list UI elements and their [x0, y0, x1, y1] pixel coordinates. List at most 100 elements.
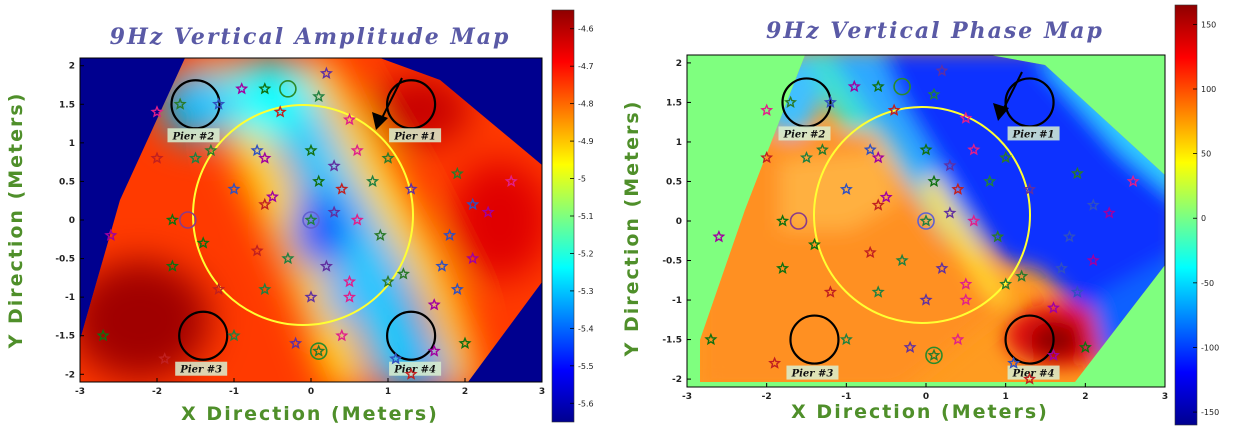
sensor-star-icon [165, 259, 179, 272]
sensor-star-icon [768, 356, 782, 369]
sensor-star-icon [1070, 285, 1084, 298]
phase-arrow [993, 71, 1023, 121]
sensor-star-icon [258, 282, 272, 295]
sensor-star-icon [959, 293, 973, 306]
sensor-star-icon [799, 150, 814, 164]
colorbar-tick-label: 0 [1201, 214, 1206, 223]
y-tick-label: -2 [672, 375, 682, 385]
sensor-star-icon [227, 328, 241, 342]
pier-label: Pier #1 [1012, 129, 1055, 140]
sensor-star-icon [212, 282, 226, 295]
pier-marker: Pier #1 [386, 79, 442, 143]
sensor-star-icon [919, 293, 933, 306]
sensor-star-icon [258, 82, 272, 95]
sensor-star-icon [235, 82, 249, 95]
sensor-star-icon [373, 228, 387, 241]
colorbar-tick-label: -4.9 [578, 137, 594, 146]
sensor-star-icon [839, 332, 853, 346]
sensor-star-icon [404, 182, 418, 195]
sensor-star-icon [816, 143, 829, 156]
colorbar-tick-label: -100 [1201, 343, 1219, 352]
pier-label: Pier #4 [1012, 369, 1055, 380]
sensor-star-icon [823, 95, 837, 108]
amplitude-colorbar-ticks: -4.6 -4.7 -4.8 -4.9 -5 -5.1 -5.2 -5.3 -5.4 -5.5 -5… [570, 25, 594, 408]
sensor-star-icon [879, 190, 893, 203]
sensor-ring [302, 211, 320, 229]
sensor-star-icon [165, 213, 179, 226]
sensor-star-icon [871, 79, 885, 93]
colorbar-tick-label: -150 [1201, 408, 1219, 417]
sensor-star-icon [1023, 182, 1037, 195]
x-tick-label: 1 [1003, 392, 1009, 402]
sensor-star-icon [903, 340, 917, 353]
sensor-star-icon [188, 151, 203, 164]
sensor-star-icon [823, 285, 837, 298]
sensor-star-icon [258, 151, 272, 164]
sensor-star-icon [342, 112, 357, 126]
pier-label: Pier #1 [393, 131, 436, 142]
y-tick-label: -0.5 [662, 257, 682, 267]
sensor-star-icon [381, 274, 395, 288]
x-tick-label: -2 [762, 392, 772, 402]
sensor-star-icon [919, 214, 933, 227]
sensor-star-icon [366, 174, 380, 187]
pier-marker: Pier #4 [386, 310, 442, 376]
sensor-star-icon [927, 348, 941, 361]
amplitude-title: 9Hz Vertical Amplitude Map [110, 24, 511, 50]
phase-title: 9Hz Vertical Phase Map [766, 18, 1104, 44]
amplitude-ticks: -3 -2 -1 0 1 2 3-2-1.5-1-0.500.511.52 [55, 62, 545, 397]
sensor-ring [279, 80, 297, 98]
sensor-star-icon [1070, 166, 1084, 180]
sensor-star-icon [943, 158, 957, 172]
pier-marker: Pier #1 [1004, 77, 1060, 141]
amplitude-y-axis-title: Y Direction (Meters) [5, 92, 27, 350]
phase-x-axis-title: X Direction (Meters) [791, 401, 1049, 423]
sensor-star-icon [1054, 261, 1068, 274]
sensor-star-icon [1015, 269, 1029, 282]
pier-label: Pier #3 [791, 369, 834, 380]
pier-label: Pier #3 [179, 365, 222, 376]
sensor-star-icon [959, 111, 973, 124]
x-tick-label: 1 [385, 387, 391, 397]
sensor-ring [179, 211, 197, 229]
sensor-ring [789, 212, 808, 230]
sensor-star-icon [1046, 348, 1060, 361]
sensor-star-icon [173, 97, 187, 110]
y-tick-label: 0 [676, 217, 682, 227]
sensor-star-icon [935, 63, 949, 77]
sensor-star-icon [443, 228, 457, 241]
x-tick-label: -1 [841, 392, 851, 402]
sensor-star-icon [389, 352, 403, 365]
sensor-star-icon [265, 190, 280, 203]
colorbar-tick-label: -4.6 [578, 25, 594, 34]
x-tick-label: 0 [308, 387, 314, 397]
sensor-star-icon [273, 105, 287, 118]
sensor-star-icon [935, 261, 949, 274]
y-tick-label: 2 [69, 62, 75, 72]
y-tick-label: -1.5 [55, 332, 75, 342]
sensor-star-icon [281, 251, 295, 265]
colorbar-tick-label: 100 [1201, 85, 1216, 94]
pier-label: Pier #4 [393, 365, 436, 376]
y-tick-label: 2 [676, 59, 682, 69]
y-tick-label: 1.5 [59, 100, 75, 110]
sensor-star-icon [304, 290, 318, 303]
y-tick-label: 1 [676, 138, 682, 148]
phase-panel: 9Hz Vertical Phase Map [621, 4, 1219, 426]
amplitude-x-axis-title: X Direction (Meters) [181, 403, 439, 425]
sensor-star-icon [784, 95, 798, 108]
sensor-star-icon [951, 332, 965, 346]
sensor-star-icon [466, 197, 480, 211]
y-tick-label: 0.5 [666, 177, 682, 187]
sensor-star-icon [458, 336, 472, 349]
colorbar-tick-label: -4.8 [578, 100, 594, 109]
sensor-star-icon [319, 66, 333, 79]
sensor-star-icon [927, 87, 941, 101]
amplitude-heatmap-field [80, 58, 542, 382]
y-tick-label: -1.5 [662, 336, 682, 346]
x-tick-label: -2 [152, 387, 162, 397]
amplitude-piers: Pier #1 Pier #2 Pier #3 Pier #4 [167, 79, 442, 376]
sensor-star-icon [435, 259, 449, 272]
sensor-star-icon [919, 143, 933, 156]
pier-marker: Pier #2 [167, 79, 221, 143]
